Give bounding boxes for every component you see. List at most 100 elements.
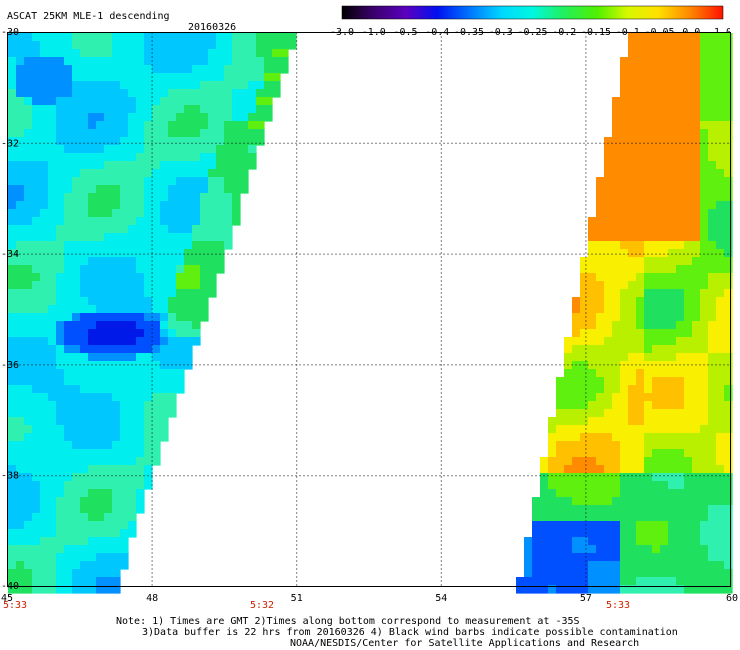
swath-cell (24, 449, 33, 458)
swath-cell (620, 273, 629, 282)
swath-cell (684, 545, 693, 554)
swath-cell (256, 49, 265, 58)
swath-cell (636, 225, 645, 234)
colorbar-gradient (341, 5, 724, 20)
swath-cell (168, 145, 177, 154)
swath-cell (684, 353, 693, 362)
swath-cell (636, 417, 645, 426)
swath-cell (628, 129, 637, 138)
swath-cell (700, 249, 709, 258)
swath-cell (104, 105, 113, 114)
swath-cell (676, 209, 685, 218)
swath-cell (40, 553, 49, 562)
swath-cell (56, 145, 65, 154)
lon-tick-label: 57 (580, 593, 592, 604)
swath-cell (604, 585, 613, 594)
swath-cell (104, 505, 113, 514)
swath-cell (644, 425, 653, 434)
swath-cell (668, 153, 677, 162)
swath-cell (80, 169, 89, 178)
swath-cell (564, 529, 573, 538)
swath-cell (24, 473, 33, 482)
swath-cell (596, 273, 605, 282)
swath-cell (636, 81, 645, 90)
swath-cell (636, 73, 645, 82)
swath-cell (588, 505, 597, 514)
swath-cell (144, 209, 153, 218)
swath-cell (596, 433, 605, 442)
swath-cell (8, 185, 17, 194)
swath-cell (8, 537, 17, 546)
swath-cell (96, 441, 105, 450)
swath-cell (692, 97, 701, 106)
swath-cell (64, 161, 73, 170)
swath-cell (176, 41, 185, 50)
swath-cell (64, 545, 73, 554)
swath-cell (636, 497, 645, 506)
swath-cell (48, 137, 57, 146)
swath-cell (120, 425, 129, 434)
swath-cell (612, 553, 621, 562)
swath-cell (684, 225, 693, 234)
swath-cell (716, 313, 725, 322)
swath-cell (708, 569, 717, 578)
swath-cell (8, 393, 17, 402)
swath-cell (652, 257, 661, 266)
swath-cell (668, 457, 677, 466)
swath-cell (596, 313, 605, 322)
swath-cell (56, 97, 65, 106)
swath-cell (692, 337, 701, 346)
swath-cell (24, 409, 33, 418)
swath-cell (120, 57, 129, 66)
swath-cell (56, 409, 65, 418)
swath-cell (48, 393, 57, 402)
swath-cell (56, 505, 65, 514)
swath-cell (532, 529, 541, 538)
swath-cell (556, 457, 565, 466)
swath-cell (184, 273, 193, 282)
swath-cell (556, 417, 565, 426)
swath-cell (16, 337, 25, 346)
swath-cell (668, 257, 677, 266)
swath-cell (588, 473, 597, 482)
swath-cell (604, 521, 613, 530)
swath-cell (724, 409, 733, 418)
swath-cell (40, 113, 49, 122)
swath-cell (588, 241, 597, 250)
swath-cell (16, 393, 25, 402)
swath-cell (8, 169, 17, 178)
swath-cell (200, 169, 209, 178)
swath-cell (112, 561, 121, 570)
swath-cell (708, 97, 717, 106)
swath-cell (16, 209, 25, 218)
swath-cell (136, 497, 145, 506)
swath-cell (708, 273, 717, 282)
swath-cell (248, 113, 257, 122)
swath-cell (128, 457, 137, 466)
swath-cell (700, 465, 709, 474)
swath-cell (160, 409, 169, 418)
swath-cell (580, 425, 589, 434)
swath-cell (580, 473, 589, 482)
swath-cell (644, 545, 653, 554)
swath-cell (184, 57, 193, 66)
swath-cell (104, 201, 113, 210)
swath-cell (152, 449, 161, 458)
swath-cell (40, 497, 49, 506)
swath-cell (152, 121, 161, 130)
swath-cell (40, 537, 49, 546)
swath-cell (40, 353, 49, 362)
swath-cell (264, 49, 273, 58)
swath-cell (644, 233, 653, 242)
swath-cell (564, 521, 573, 530)
swath-cell (192, 41, 201, 50)
swath-cell (652, 529, 661, 538)
swath-cell (160, 113, 169, 122)
swath-cell (604, 297, 613, 306)
swath-cell (716, 233, 725, 242)
swath-cell (636, 489, 645, 498)
swath-cell (160, 353, 169, 362)
swath-cell (676, 153, 685, 162)
swath-cell (692, 521, 701, 530)
swath-cell (716, 345, 725, 354)
